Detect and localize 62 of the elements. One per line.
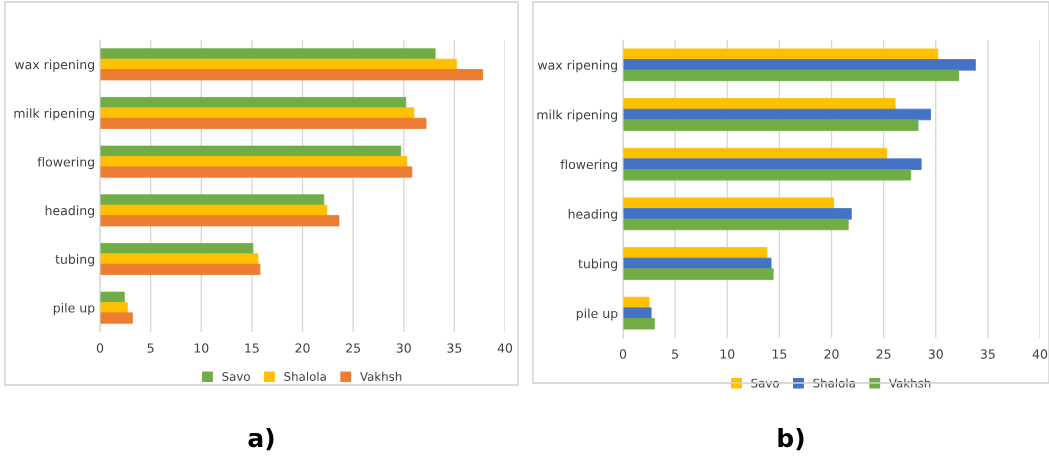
- bar: [623, 247, 768, 259]
- y-tick-label: heading: [45, 205, 94, 218]
- y-tick-label: wax ripening: [537, 60, 617, 73]
- x-tick-label: 10: [194, 343, 209, 353]
- legend-label: Shalola: [284, 371, 326, 381]
- y-tick-label: flowering: [560, 159, 617, 172]
- y-tick-label: tubing: [55, 254, 94, 267]
- bar: [623, 98, 896, 110]
- bar: [100, 58, 457, 70]
- bar: [100, 166, 413, 178]
- x-tick-label: 40: [497, 343, 513, 353]
- bar: [100, 291, 125, 303]
- bar: [623, 48, 939, 60]
- y-tick-label: milk ripening: [537, 109, 617, 122]
- y-tick-label: pile up: [53, 302, 95, 316]
- y-tick-label: tubing: [578, 258, 617, 271]
- x-tick-label: 5: [147, 343, 154, 353]
- bar: [100, 204, 328, 216]
- x-tick-label: 15: [772, 349, 787, 359]
- x-tick-label: 30: [396, 343, 411, 353]
- bar: [623, 69, 960, 82]
- bar: [100, 253, 259, 265]
- bar: [100, 107, 415, 119]
- x-tick-label: 30: [928, 349, 943, 359]
- bar: [623, 158, 922, 170]
- x-tick-label: 20: [295, 343, 310, 353]
- legend-label: Savo: [751, 378, 779, 388]
- y-tick-label: heading: [568, 209, 617, 222]
- bar: [100, 263, 261, 275]
- bar: [100, 69, 484, 81]
- bar: [623, 318, 655, 330]
- legend-label: Savo: [222, 372, 250, 381]
- x-tick-label: 0: [96, 343, 104, 353]
- bar: [100, 117, 427, 129]
- bar: [623, 307, 652, 319]
- x-tick-label: 0: [619, 349, 627, 359]
- y-tick-label: pile up: [576, 308, 618, 321]
- x-tick-label: 25: [346, 343, 360, 353]
- y-tick-label: wax ripening: [14, 59, 94, 72]
- x-tick-label: 5: [672, 349, 679, 359]
- x-tick-label: 15: [245, 343, 259, 353]
- bar: [100, 312, 133, 324]
- bar: [100, 145, 402, 157]
- x-tick-label: 40: [1032, 349, 1048, 359]
- legend-label: Shalola: [813, 378, 855, 388]
- text: b): [778, 427, 804, 451]
- bar: [623, 268, 774, 280]
- x-tick-label: 35: [447, 343, 462, 353]
- x-tick-label: 20: [824, 349, 839, 359]
- legend-label: Vakhsh: [360, 371, 402, 381]
- bar: [623, 218, 849, 231]
- y-tick-label: flowering: [37, 156, 94, 170]
- bar: [623, 197, 834, 209]
- bar: [623, 169, 912, 181]
- x-tick-label: 10: [720, 349, 735, 359]
- text: a): [248, 427, 274, 451]
- bar: [100, 215, 340, 227]
- y-tick-label: milk ripening: [14, 108, 94, 121]
- bar: [623, 119, 919, 131]
- legend-label: Vakhsh: [889, 378, 931, 388]
- x-tick-label: 35: [980, 349, 995, 359]
- x-tick-label: 25: [876, 349, 891, 359]
